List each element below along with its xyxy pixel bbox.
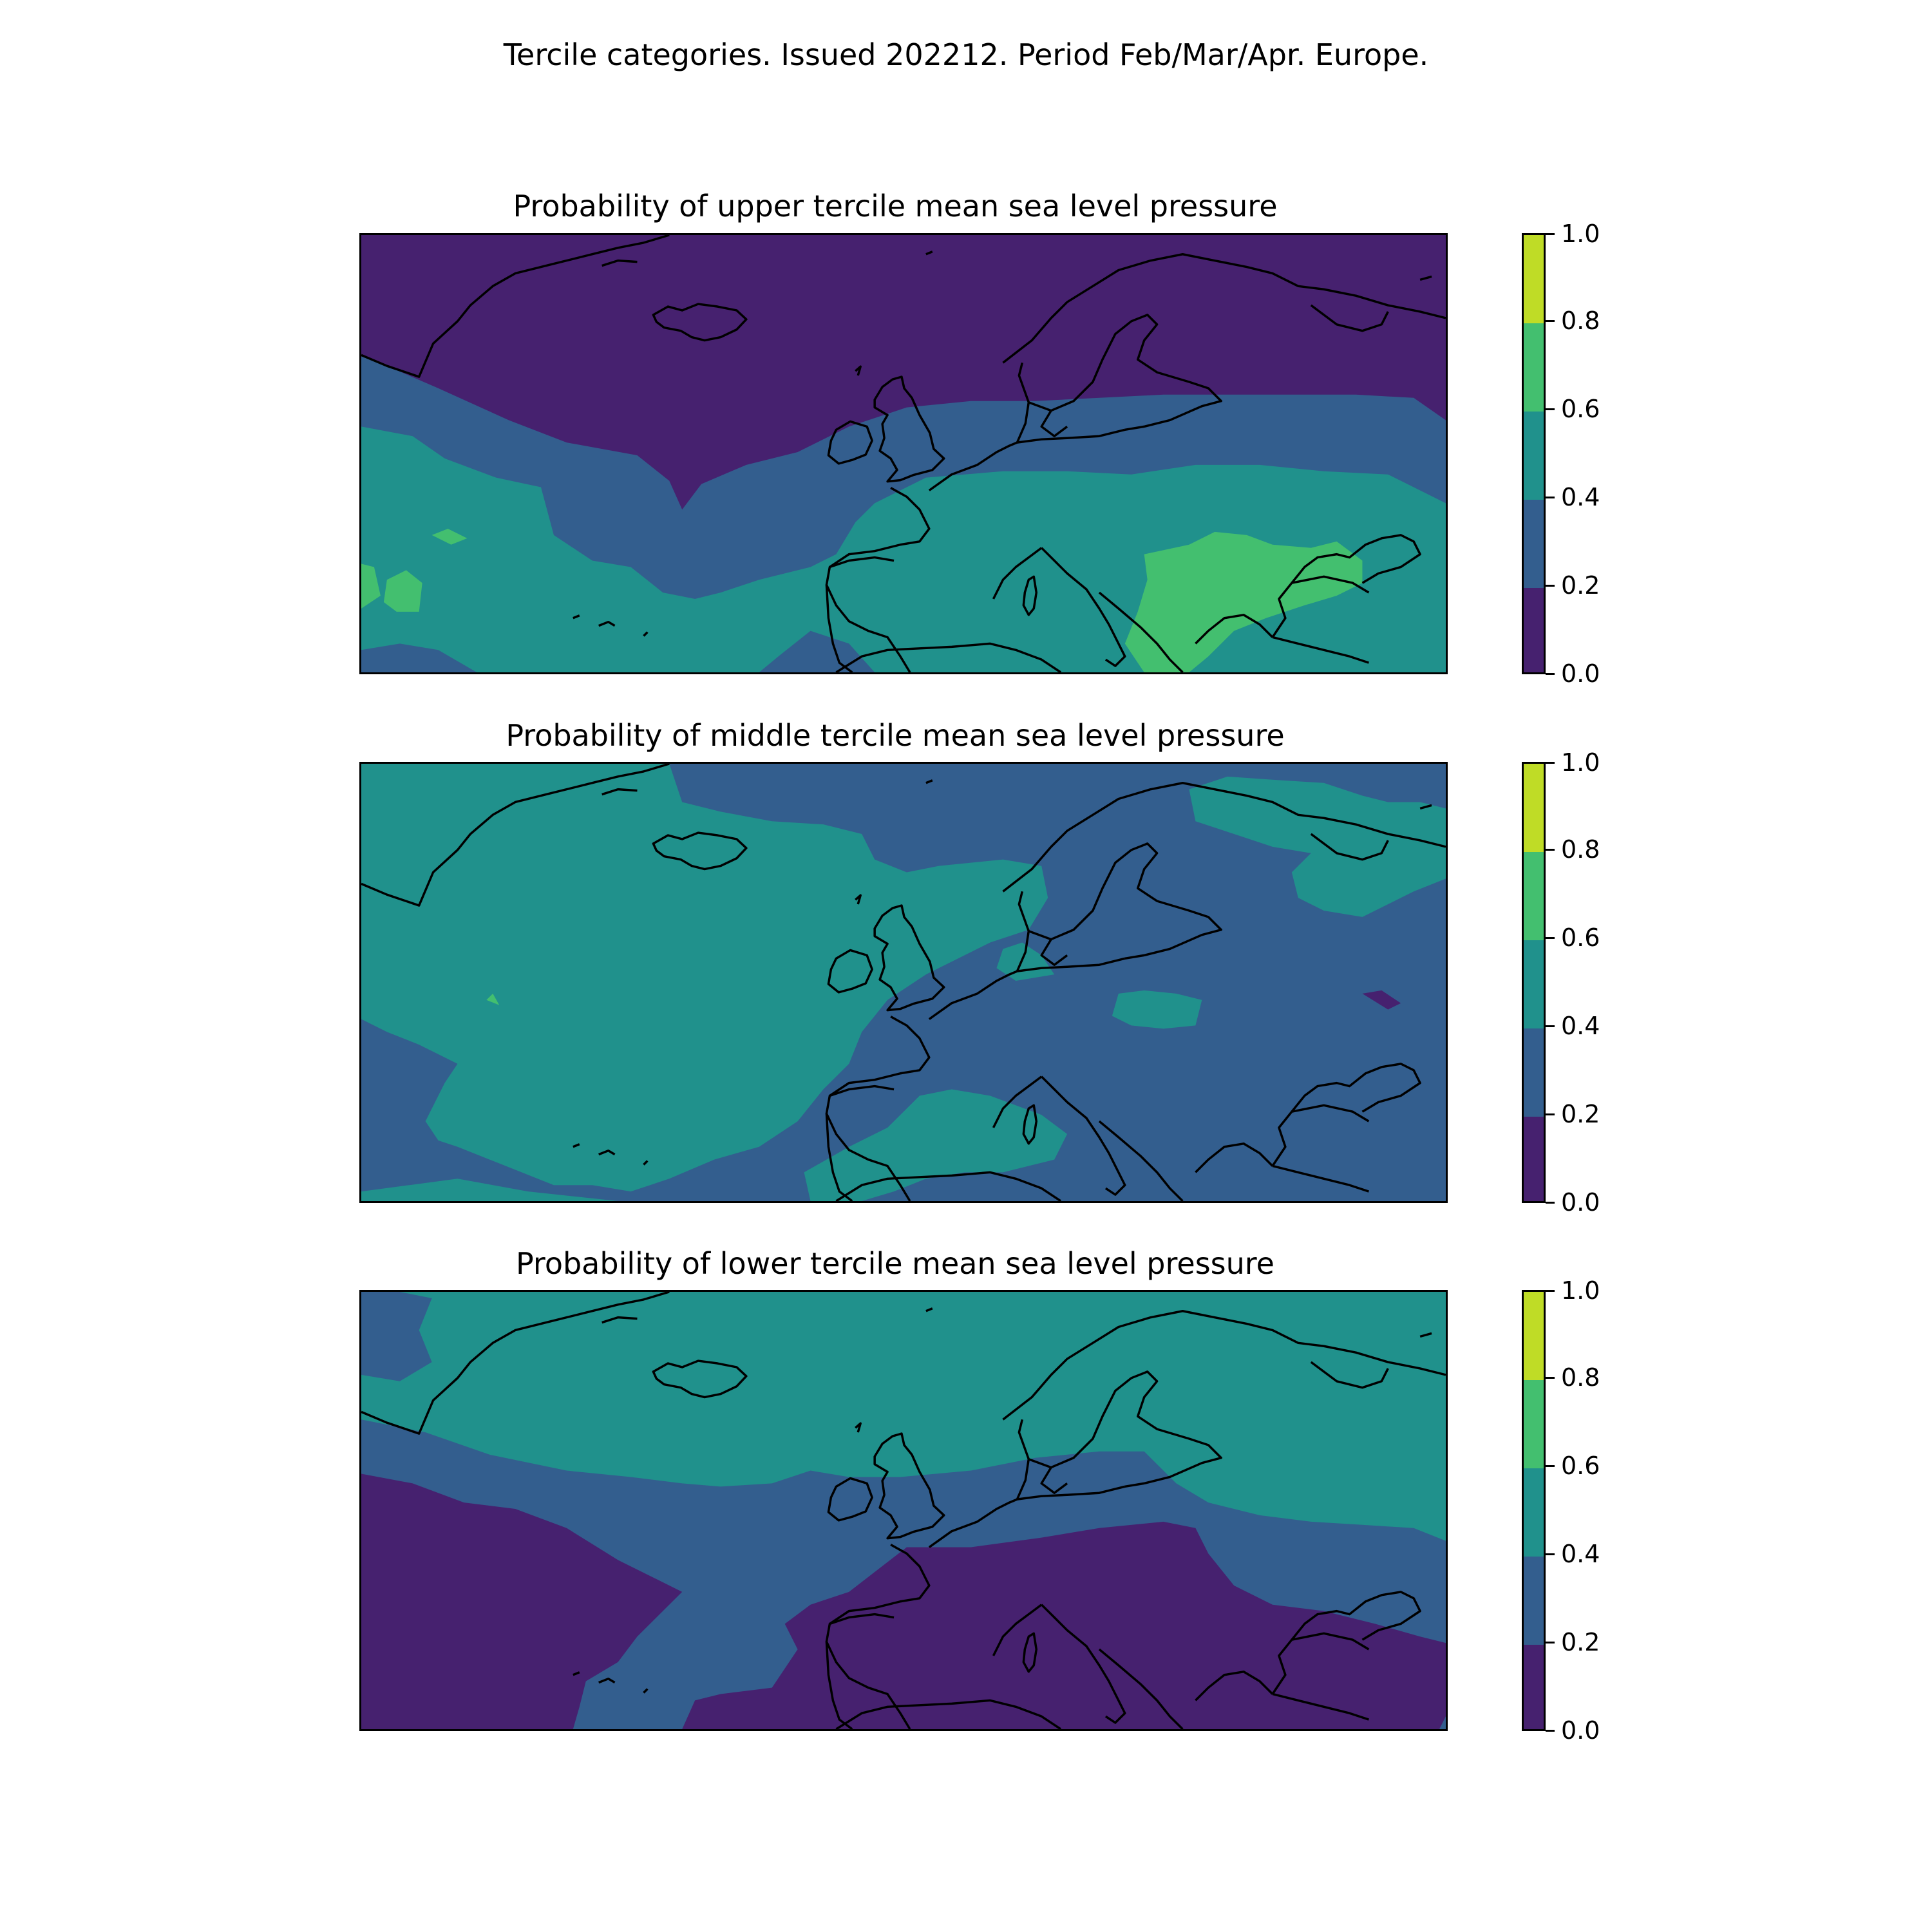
colorbar-tick-label: 0.8 [1561, 835, 1600, 864]
colorbar-tick [1546, 849, 1555, 851]
colorbar-tick-label: 0.4 [1561, 1012, 1600, 1040]
colorbar-seg-0.0-0.2 [1524, 1117, 1544, 1201]
colorbar-seg-0.4-0.6 [1524, 412, 1544, 500]
colorbar-tick [1546, 1025, 1555, 1027]
middle-band-0.4-0.6-balkans [1112, 990, 1202, 1029]
colorbar-seg-0.2-0.4 [1524, 1557, 1544, 1645]
colorbar-upper [1522, 233, 1546, 674]
colorbar-lower [1522, 1290, 1546, 1731]
middle-band-0-0.2-small [1362, 990, 1401, 1010]
upper-band-0.6-0.8-atlantic3 [431, 528, 468, 545]
colorbar-tick-label: 0.6 [1561, 923, 1600, 952]
colorbar-tick-label: 0.6 [1561, 395, 1600, 423]
colorbar-tick-label: 0.6 [1561, 1452, 1600, 1480]
map-lower-svg [361, 1292, 1446, 1729]
colorbar-tick [1546, 673, 1555, 675]
colorbar-tick [1546, 233, 1555, 235]
colorbar-seg-0.4-0.6 [1524, 940, 1544, 1028]
colorbar-tick [1546, 497, 1555, 498]
upper-band-0.6-0.8-atlantic2 [383, 570, 422, 612]
colorbar-tick-label: 0.0 [1561, 1716, 1600, 1745]
colorbar-tick-label: 0.0 [1561, 659, 1600, 688]
upper-band-0.6-0.8-atlantic [361, 564, 381, 609]
colorbar-tick [1546, 1202, 1555, 1204]
middle-band-0.6-0.8-small [486, 993, 500, 1005]
colorbar-tick [1546, 1290, 1555, 1292]
colorbar-tick [1546, 1465, 1555, 1467]
middle-band-0.4-0.6-south [361, 1179, 618, 1201]
colorbar-tick-label: 0.2 [1561, 1628, 1600, 1656]
colorbar-tick [1546, 408, 1555, 410]
map-upper-svg [361, 235, 1446, 672]
colorbar-seg-0.2-0.4 [1524, 1028, 1544, 1117]
panel-title-lower: Probability of lower tercile mean sea le… [516, 1246, 1274, 1281]
colorbar-seg-0.6-0.8 [1524, 852, 1544, 940]
figure-title: Tercile categories. Issued 202212. Perio… [503, 37, 1429, 72]
colorbar-tick-label: 1.0 [1561, 1276, 1600, 1305]
lower-band-0-0.2 [361, 1473, 683, 1729]
colorbar-middle [1522, 762, 1546, 1203]
map-lower-tercile[interactable] [359, 1290, 1448, 1731]
panel-title-upper: Probability of upper tercile mean sea le… [513, 189, 1278, 223]
colorbar-tick [1546, 1377, 1555, 1379]
colorbar-seg-0.0-0.2 [1524, 1645, 1544, 1729]
colorbar-tick-label: 0.0 [1561, 1188, 1600, 1217]
colorbar-tick [1546, 1553, 1555, 1555]
colorbar-seg-0.4-0.6 [1524, 1468, 1544, 1557]
middle-band-0.4-0.6-med [804, 1089, 1068, 1201]
colorbar-tick [1546, 937, 1555, 939]
upper-band-0.6-0.8-balkans [1124, 531, 1363, 672]
colorbar-tick-label: 0.4 [1561, 483, 1600, 511]
colorbar-seg-0.8-1.0 [1524, 235, 1544, 323]
colorbar-tick-label: 0.8 [1561, 307, 1600, 335]
colorbar-seg-0.2-0.4 [1524, 500, 1544, 588]
colorbar-tick-label: 0.8 [1561, 1363, 1600, 1392]
colorbar-seg-0.6-0.8 [1524, 1380, 1544, 1468]
colorbar-tick [1546, 585, 1555, 587]
panel-title-middle: Probability of middle tercile mean sea l… [506, 718, 1285, 753]
middle-band-0.4-0.6-north-sea [996, 942, 1055, 981]
colorbar-seg-0.8-1.0 [1524, 1292, 1544, 1380]
colorbar-tick-label: 1.0 [1561, 220, 1600, 248]
colorbar-tick-label: 0.2 [1561, 571, 1600, 600]
colorbar-tick [1546, 320, 1555, 322]
colorbar-tick [1546, 1730, 1555, 1732]
map-middle-tercile[interactable] [359, 762, 1448, 1203]
middle-band-0.4-0.6-atlantic [361, 764, 1048, 1192]
colorbar-seg-0.8-1.0 [1524, 764, 1544, 852]
colorbar-tick-label: 0.4 [1561, 1540, 1600, 1568]
middle-band-0.4-0.6-barents [1189, 776, 1446, 917]
colorbar-tick-label: 0.2 [1561, 1100, 1600, 1128]
map-upper-tercile[interactable] [359, 233, 1448, 674]
colorbar-seg-0.0-0.2 [1524, 588, 1544, 672]
colorbar-tick [1546, 762, 1555, 764]
colorbar-tick-label: 1.0 [1561, 748, 1600, 777]
colorbar-tick [1546, 1113, 1555, 1115]
map-middle-svg [361, 764, 1446, 1201]
colorbar-tick [1546, 1642, 1555, 1643]
colorbar-seg-0.6-0.8 [1524, 323, 1544, 412]
